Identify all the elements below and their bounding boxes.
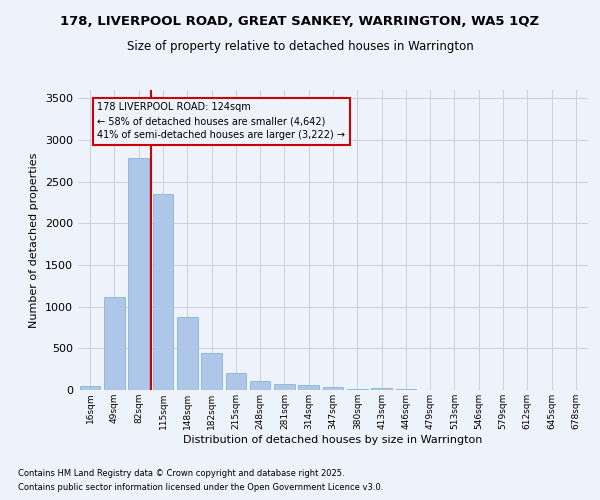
X-axis label: Distribution of detached houses by size in Warrington: Distribution of detached houses by size … [184, 434, 482, 444]
Bar [395, 389, 416, 390]
Text: 178, LIVERPOOL ROAD, GREAT SANKEY, WARRINGTON, WA5 1QZ: 178, LIVERPOOL ROAD, GREAT SANKEY, WARRI… [61, 15, 539, 28]
Bar [371, 388, 392, 390]
Bar [152, 194, 173, 390]
Y-axis label: Number of detached properties: Number of detached properties [29, 152, 40, 328]
Bar [347, 389, 368, 390]
Text: Contains HM Land Registry data © Crown copyright and database right 2025.: Contains HM Land Registry data © Crown c… [18, 468, 344, 477]
Bar [250, 381, 271, 390]
Bar [177, 316, 197, 390]
Bar [323, 387, 343, 390]
Bar [298, 386, 319, 390]
Bar [226, 373, 246, 390]
Text: Size of property relative to detached houses in Warrington: Size of property relative to detached ho… [127, 40, 473, 53]
Bar [80, 386, 100, 390]
Text: Contains public sector information licensed under the Open Government Licence v3: Contains public sector information licen… [18, 484, 383, 492]
Bar [104, 296, 125, 390]
Text: 178 LIVERPOOL ROAD: 124sqm
← 58% of detached houses are smaller (4,642)
41% of s: 178 LIVERPOOL ROAD: 124sqm ← 58% of deta… [97, 102, 346, 141]
Bar [274, 384, 295, 390]
Bar [201, 352, 222, 390]
Bar [128, 158, 149, 390]
